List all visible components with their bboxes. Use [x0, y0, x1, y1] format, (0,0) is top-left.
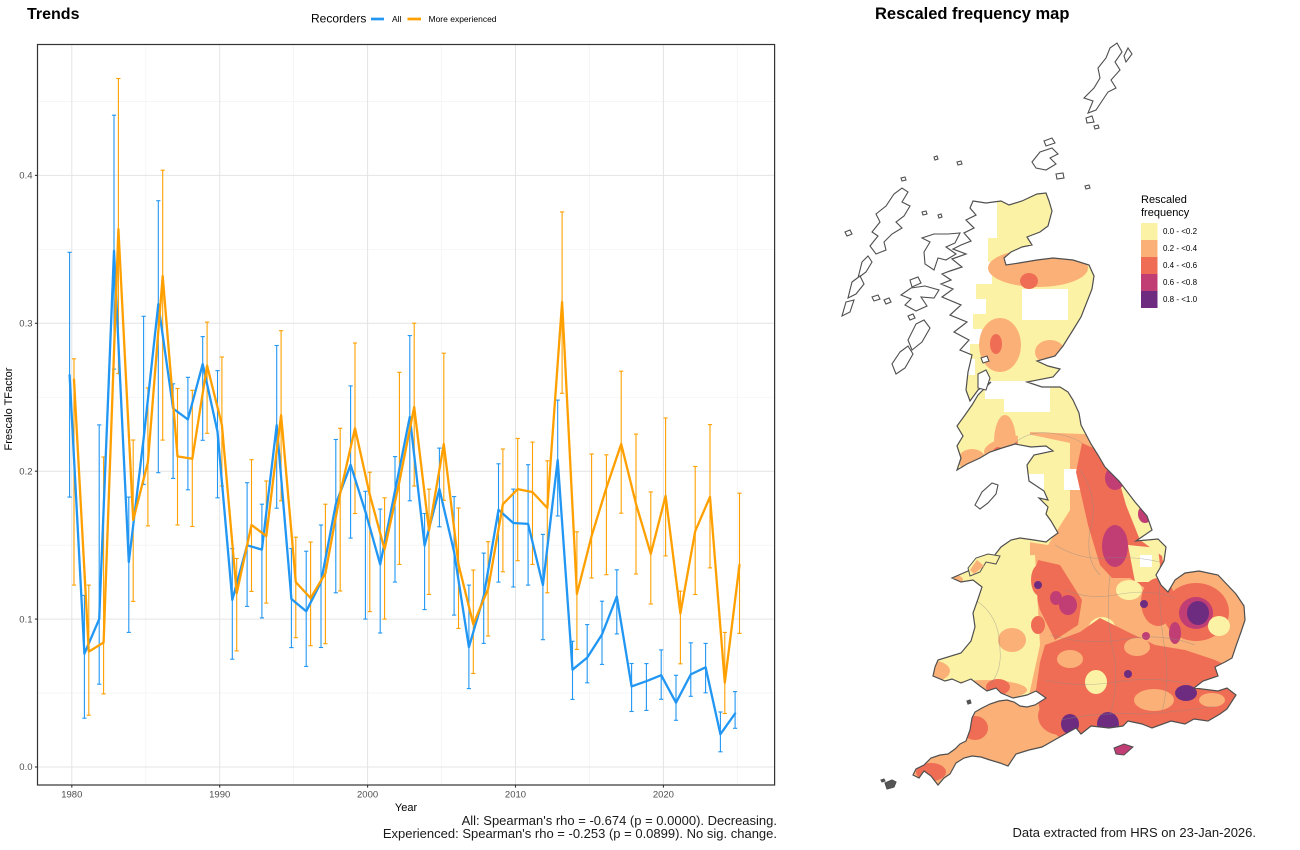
svg-text:0.2 - <0.4: 0.2 - <0.4	[1163, 244, 1198, 253]
svg-text:0.4: 0.4	[19, 171, 32, 182]
svg-text:0.4 - <0.6: 0.4 - <0.6	[1163, 261, 1198, 270]
svg-text:Rescaled frequency map: Rescaled frequency map	[875, 5, 1069, 23]
svg-text:0.1: 0.1	[19, 614, 32, 625]
svg-text:Rescaled: Rescaled	[1141, 194, 1187, 206]
svg-text:1990: 1990	[209, 790, 230, 801]
svg-text:More experienced: More experienced	[429, 14, 497, 24]
svg-text:2010: 2010	[505, 790, 526, 801]
svg-text:frequency: frequency	[1141, 207, 1190, 219]
svg-text:2020: 2020	[653, 790, 674, 801]
svg-text:0.2: 0.2	[19, 466, 32, 477]
svg-text:0.3: 0.3	[19, 319, 32, 330]
svg-text:0.8 - <1.0: 0.8 - <1.0	[1163, 295, 1198, 304]
svg-text:Experienced: Spearman's rho =: Experienced: Spearman's rho = -0.253 (p …	[383, 826, 777, 841]
svg-text:All: Spearman's rho = -0.674 (: All: Spearman's rho = -0.674 (p = 0.0000…	[462, 813, 777, 828]
svg-text:Recorders: Recorders	[311, 12, 366, 26]
svg-text:All: All	[392, 14, 402, 24]
svg-text:Data extracted from HRS on 23-: Data extracted from HRS on 23-Jan-2026.	[1012, 825, 1256, 840]
svg-text:Frescalo TFactor: Frescalo TFactor	[3, 367, 15, 450]
svg-text:0.0 - <0.2: 0.0 - <0.2	[1163, 227, 1198, 236]
svg-text:0.6 - <0.8: 0.6 - <0.8	[1163, 278, 1198, 287]
svg-text:1980: 1980	[61, 790, 82, 801]
svg-text:Year: Year	[395, 802, 418, 814]
svg-text:Trends: Trends	[27, 6, 80, 23]
svg-text:0.0: 0.0	[19, 762, 32, 773]
svg-text:2000: 2000	[357, 790, 378, 801]
